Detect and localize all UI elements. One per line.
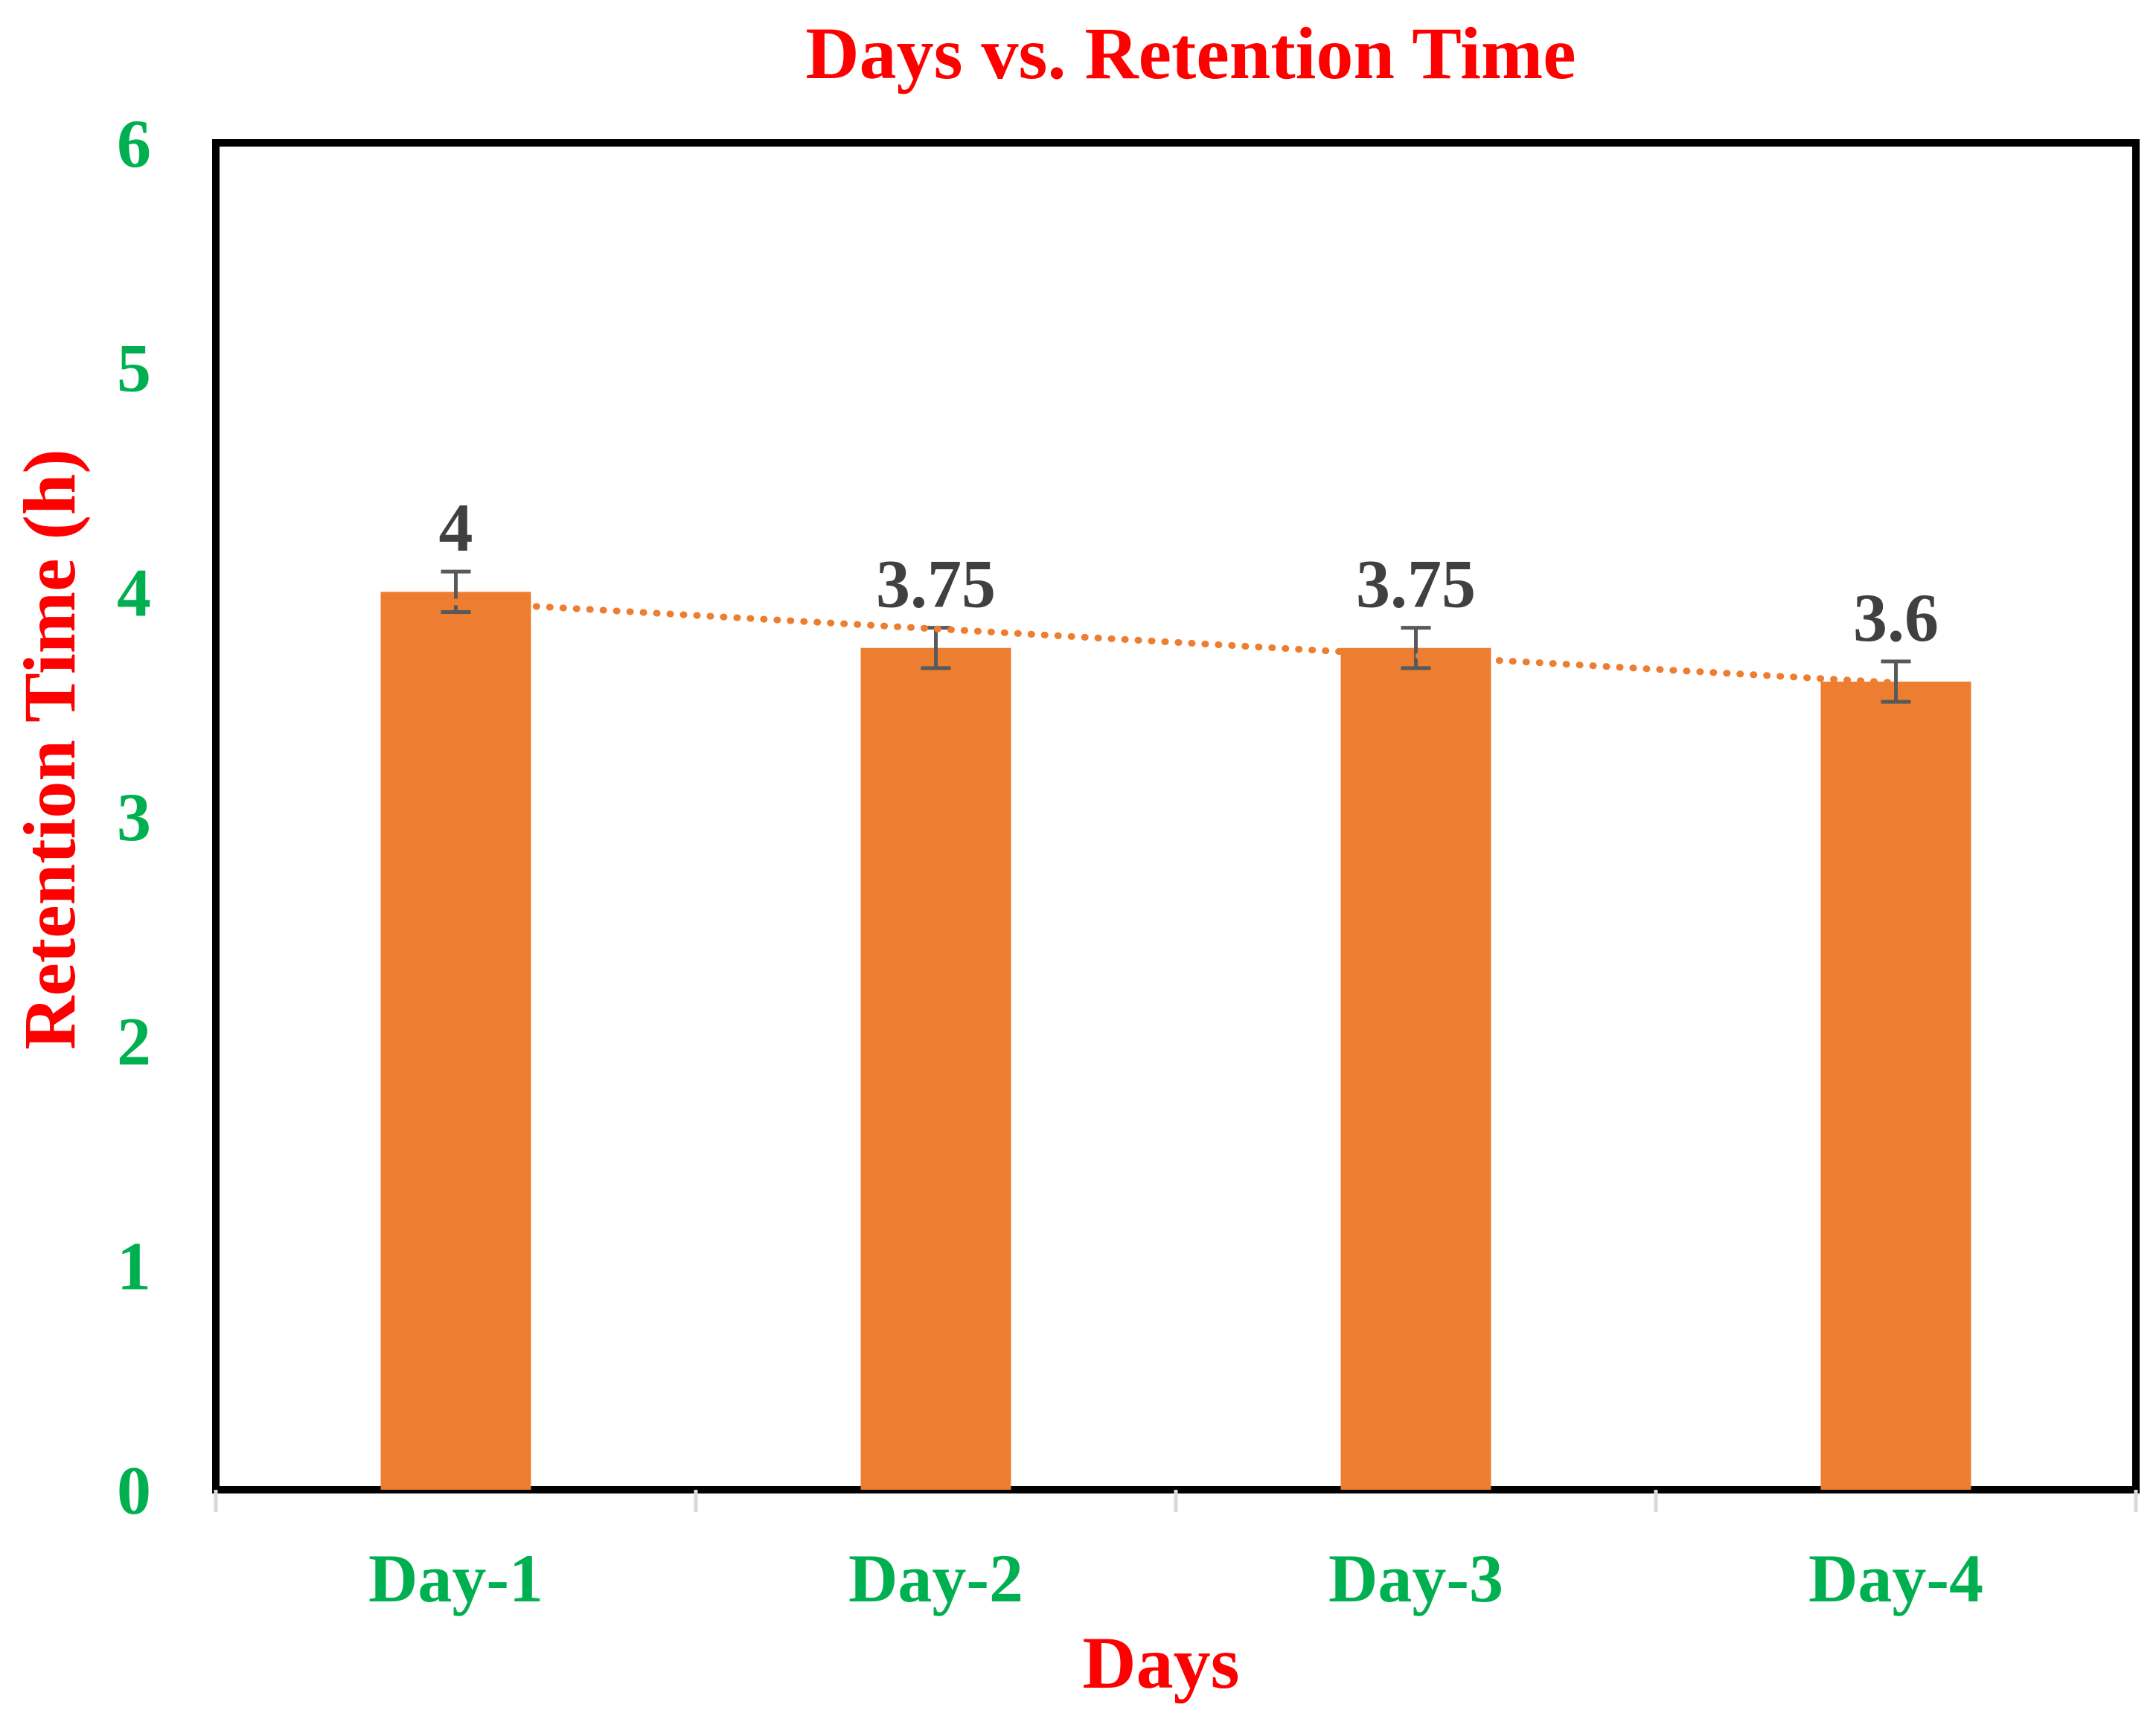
x-axis-title: Days [1082, 1621, 1239, 1704]
data-label: 4 [439, 490, 473, 566]
bar-day-3 [1340, 647, 1491, 1490]
error-bars [441, 569, 1911, 704]
trendline [452, 598, 1899, 687]
chart-title: Days vs. Retention Time [805, 12, 1576, 95]
category-label: Day-2 [848, 1540, 1023, 1616]
category-label: Day-1 [368, 1540, 543, 1616]
category-label: Day-3 [1328, 1540, 1503, 1616]
bars [380, 592, 1971, 1491]
bar-day-2 [860, 647, 1011, 1490]
category-labels: Day-1 Day-2 Day-3 Day-4 [368, 1540, 1983, 1616]
bar-day-4 [1820, 682, 1971, 1490]
category-label: Day-4 [1808, 1540, 1983, 1616]
bar-day-1 [380, 592, 531, 1491]
y-tick-label: 4 [117, 554, 151, 630]
y-tick-label: 0 [117, 1453, 151, 1528]
y-tick-label: 5 [117, 330, 151, 406]
y-tick-label: 6 [117, 106, 151, 182]
data-label: 3.75 [876, 546, 996, 622]
x-axis-tick-marks [214, 1490, 2138, 1512]
y-axis-ticks: 0 1 2 3 4 5 6 [117, 106, 151, 1528]
y-tick-label: 2 [117, 1004, 151, 1080]
y-tick-label: 3 [117, 779, 151, 855]
y-axis-title: Retention Time (h) [8, 449, 91, 1049]
data-labels: 4 3.75 3.75 3.6 [439, 490, 1939, 656]
y-tick-label: 1 [117, 1228, 151, 1304]
data-label: 3.6 [1853, 580, 1939, 656]
data-label: 3.75 [1356, 546, 1476, 622]
